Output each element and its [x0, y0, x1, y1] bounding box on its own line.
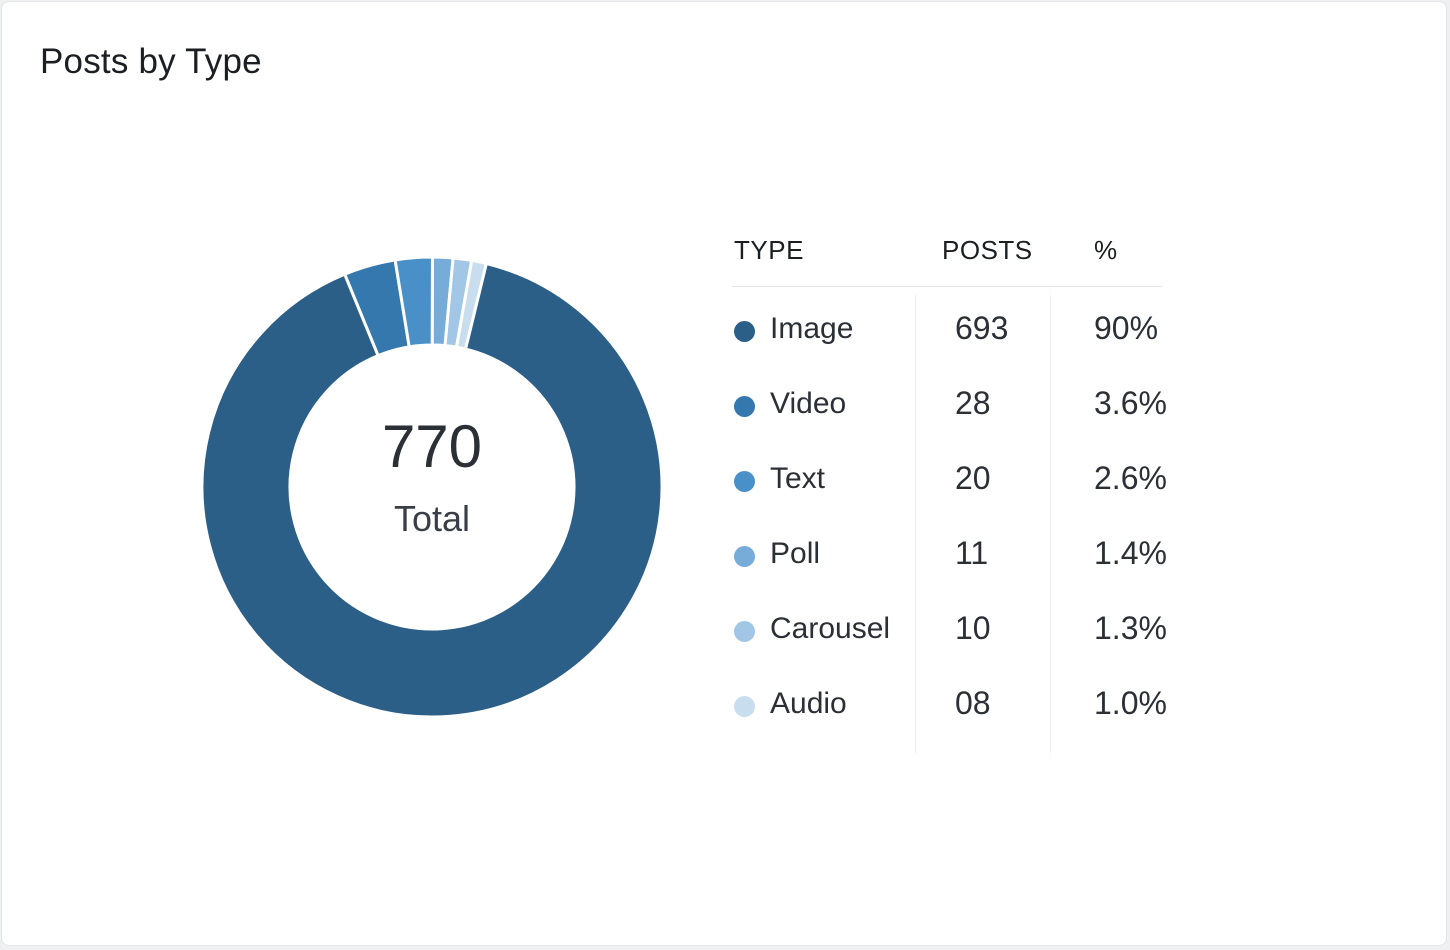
card-title: Posts by Type [40, 42, 262, 81]
row-percent: 3.6% [1094, 385, 1167, 421]
row-posts: 10 [955, 610, 991, 646]
donut-chart: 770 Total [192, 247, 672, 727]
table-row: Text 20 2.6% [732, 457, 1182, 507]
header-percent: % [1094, 235, 1118, 265]
row-percent: 2.6% [1094, 460, 1167, 496]
column-divider [915, 295, 916, 753]
legend-dot-carousel [734, 621, 755, 642]
legend-table: TYPE POSTS % Image 693 90% Video 28 3.6%… [732, 227, 1182, 757]
table-row: Poll 11 1.4% [732, 532, 1182, 582]
header-type: TYPE [734, 235, 804, 265]
row-posts: 11 [955, 535, 989, 571]
total-value: 770 [381, 413, 483, 480]
row-type: Image [770, 312, 854, 345]
table-row: Audio 08 1.0% [732, 682, 1182, 732]
row-percent: 90% [1094, 310, 1159, 346]
row-percent: 1.0% [1094, 685, 1167, 721]
header-divider [732, 286, 1162, 287]
donut-svg [200, 255, 664, 719]
row-posts: 08 [955, 685, 991, 721]
row-type: Text [770, 462, 826, 495]
row-percent: 1.3% [1094, 610, 1167, 646]
legend-dot-audio [734, 696, 755, 717]
row-type: Poll [770, 537, 821, 570]
row-posts: 693 [955, 310, 1009, 346]
table-row: Video 28 3.6% [732, 382, 1182, 432]
row-percent: 1.4% [1094, 535, 1167, 571]
header-posts: POSTS [942, 235, 1033, 265]
row-posts: 20 [955, 460, 991, 496]
row-type: Carousel [770, 612, 891, 645]
table-row: Carousel 10 1.3% [732, 607, 1182, 657]
row-type: Video [770, 387, 847, 420]
table-row: Image 693 90% [732, 307, 1182, 357]
slice-image [200, 261, 664, 719]
row-type: Audio [770, 687, 847, 720]
legend-dot-image [734, 321, 755, 342]
legend-dot-text [734, 471, 755, 492]
legend-dot-video [734, 396, 755, 417]
row-posts: 28 [955, 385, 991, 421]
legend-dot-poll [734, 546, 755, 567]
total-label: Total [393, 498, 471, 539]
column-divider [1050, 295, 1051, 753]
